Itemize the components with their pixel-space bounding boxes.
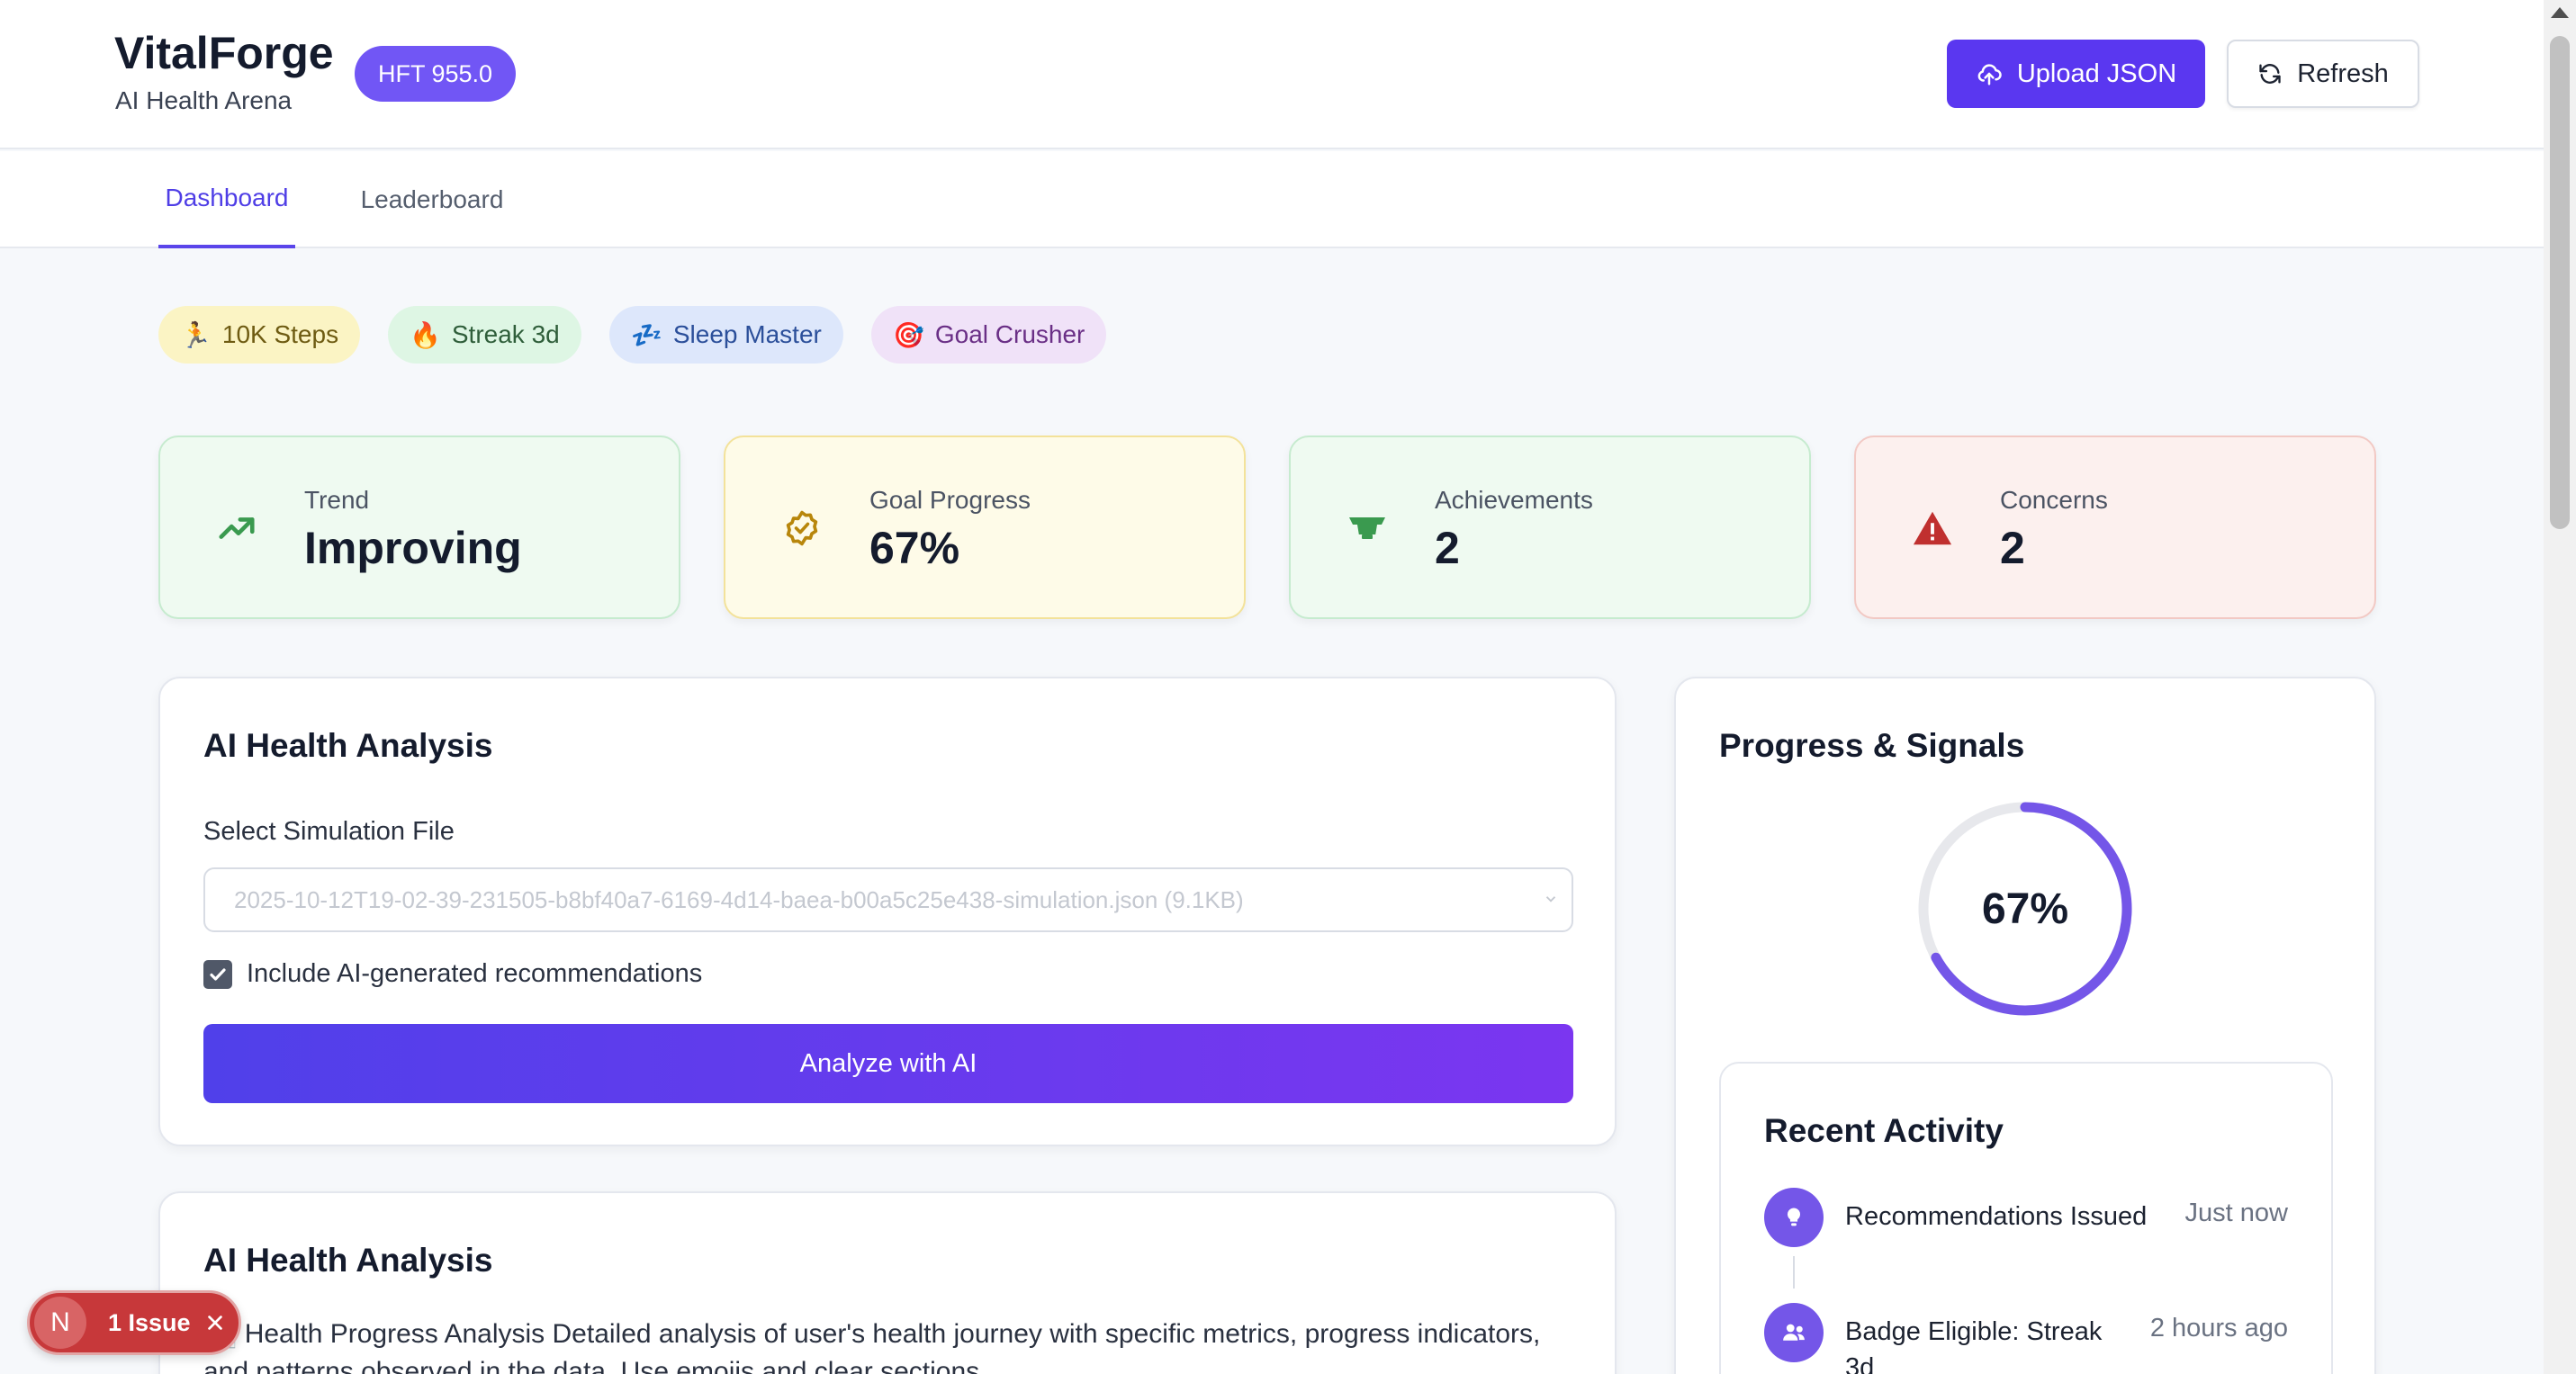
panel-title: AI Health Analysis: [203, 1242, 493, 1279]
analyze-with-ai-button[interactable]: Analyze with AI: [203, 1024, 1573, 1103]
chevron-down-icon: [1545, 896, 1556, 903]
trophy-icon: [1345, 506, 1390, 551]
progress-ring: [1918, 802, 2132, 1016]
recent-activity-title: Recent Activity: [1764, 1112, 2004, 1149]
recent-activity-card: Recent Activity Recommendations Issued J…: [1719, 1062, 2333, 1374]
refresh-button[interactable]: Refresh: [2227, 40, 2419, 108]
users-icon: [1764, 1303, 1824, 1362]
close-icon[interactable]: [205, 1313, 225, 1333]
stat-value: 2: [2000, 523, 2025, 573]
stat-card-trend: Trend Improving: [158, 436, 680, 619]
stat-label: Concerns: [2000, 486, 2108, 514]
runner-icon: 🏃: [180, 320, 212, 349]
simulation-file-select[interactable]: 2025-10-12T19-02-39-231505-b8bf40a7-6169…: [203, 867, 1573, 932]
target-icon: 🎯: [893, 320, 924, 349]
timeline-connector: [1793, 1256, 1795, 1289]
next-logo-icon: N: [34, 1297, 86, 1349]
stat-label: Achievements: [1435, 486, 1593, 514]
badge-label: 10K Steps: [221, 320, 339, 348]
tab-dashboard[interactable]: Dashboard: [158, 151, 295, 248]
panel-title: AI Health Analysis: [203, 727, 493, 764]
select-label: Select Simulation File: [203, 817, 455, 846]
badge-10k-steps: 🏃 10K Steps: [158, 306, 361, 364]
check-badge-icon: [779, 506, 824, 551]
hft-score-badge: HFT 955.0: [355, 46, 517, 102]
tab-leaderboard[interactable]: Leaderboard: [360, 185, 504, 213]
ai-analysis-panel: AI Health Analysis Select Simulation Fil…: [158, 677, 1617, 1146]
badge-label: Sleep Master: [672, 320, 822, 348]
panel-title: Progress & Signals: [1719, 727, 2025, 764]
scrollbar-thumb[interactable]: [2550, 36, 2570, 529]
brand-title: VitalForge: [114, 28, 334, 78]
badge-sleep-master: 💤 Sleep Master: [609, 306, 843, 364]
badge-goal-crusher: 🎯 Goal Crusher: [871, 306, 1107, 364]
issues-toast[interactable]: N 1 Issue: [27, 1290, 241, 1355]
stat-label: Trend: [304, 486, 370, 514]
trending-up-icon: [214, 506, 259, 551]
badge-streak: 🔥 Streak 3d: [388, 306, 581, 364]
sleep-icon: 💤: [631, 320, 662, 349]
activity-time: Just now: [2184, 1199, 2288, 1227]
recommendations-checkbox[interactable]: [203, 959, 232, 989]
refresh-icon: [2259, 64, 2281, 84]
analysis-text: 📊 Health Progress Analysis Detailed anal…: [203, 1319, 1541, 1374]
badge-label: Goal Crusher: [934, 320, 1085, 348]
progress-ring-value: 67%: [1981, 885, 2069, 933]
refresh-label: Refresh: [2297, 58, 2389, 88]
page-scrollbar[interactable]: [2544, 0, 2576, 1374]
scroll-up-arrow-icon[interactable]: [2551, 7, 2569, 18]
cloud-upload-icon: [1977, 64, 2002, 85]
brand-subtitle: AI Health Arena: [115, 86, 293, 114]
warning-icon: [1910, 506, 1955, 551]
activity-time: 2 hours ago: [2149, 1314, 2288, 1343]
select-value: 2025-10-12T19-02-39-231505-b8bf40a7-6169…: [234, 885, 1244, 913]
upload-json-button[interactable]: Upload JSON: [1947, 40, 2205, 108]
checkmark-icon: [210, 967, 226, 981]
progress-signals-panel: Progress & Signals 67% Recent Activity R…: [1674, 677, 2376, 1374]
stat-value: Improving: [304, 523, 522, 573]
ai-analysis-result-panel: AI Health Analysis 📊 Health Progress Ana…: [158, 1191, 1617, 1374]
activity-label: Badge Eligible: Streak 3d: [1845, 1317, 2103, 1374]
stat-label: Goal Progress: [869, 486, 1031, 514]
checkbox-label: Include AI-generated recommendations: [247, 959, 703, 988]
issues-count: 1 Issue: [108, 1308, 191, 1336]
fire-icon: 🔥: [410, 320, 441, 349]
stat-card-achievements: Achievements 2: [1289, 436, 1811, 619]
upload-json-label: Upload JSON: [2016, 58, 2177, 88]
stat-value: 67%: [869, 523, 960, 573]
activity-label: Recommendations Issued: [1845, 1202, 2148, 1231]
tab-bar: Dashboard Leaderboard: [0, 151, 2544, 248]
stat-card-goal-progress: Goal Progress 67%: [724, 436, 1246, 619]
recommendations-option: Include AI-generated recommendations: [203, 959, 702, 989]
top-header: VitalForge AI Health Arena HFT 955.0 Upl…: [0, 0, 2544, 149]
stat-card-concerns: Concerns 2: [1854, 436, 2376, 619]
badge-label: Streak 3d: [451, 320, 560, 348]
stat-value: 2: [1435, 523, 1460, 573]
lightbulb-icon: [1764, 1188, 1824, 1247]
